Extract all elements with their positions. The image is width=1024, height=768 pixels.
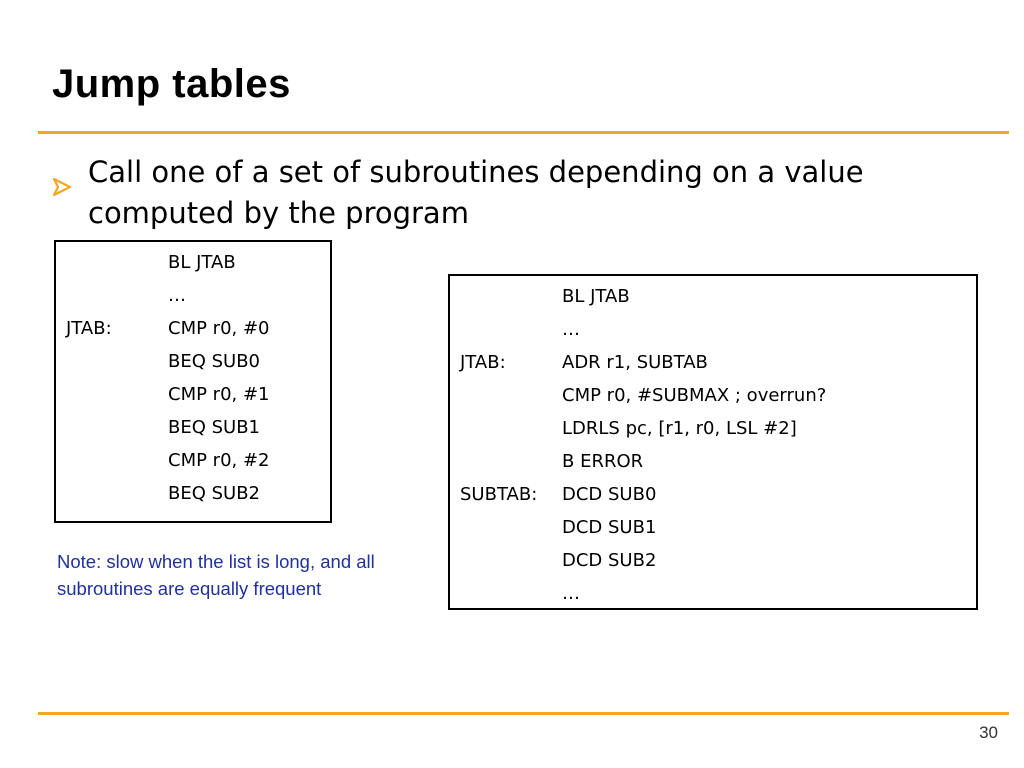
note-text: Note: slow when the list is long, and al… <box>57 551 375 599</box>
code-instruction: ADR r1, SUBTAB <box>562 352 708 373</box>
code-instruction: DCD SUB2 <box>562 550 657 571</box>
code-block-compare-chain: BL JTAB … JTAB: CMP r0, #0 BEQ SUB0 CMP r0, #… <box>54 240 332 523</box>
code-instruction: BEQ SUB1 <box>168 417 261 438</box>
code-instruction: DCD SUB0 <box>562 484 657 505</box>
code-instruction: BL JTAB <box>562 286 630 307</box>
code-instruction: … <box>168 285 186 306</box>
code-instruction: B ERROR <box>562 451 644 472</box>
code-instruction: CMP r0, #SUBMAX ; overrun? <box>562 385 827 406</box>
title-divider <box>38 131 1009 134</box>
code-block-jump-table: BL JTAB … JTAB: ADR r1, SUBTAB CMP r0, #SUBM… <box>448 274 978 610</box>
code-label: SUBTAB: <box>460 484 538 505</box>
footer-divider <box>38 712 1009 715</box>
code-instruction: BEQ SUB0 <box>168 351 261 372</box>
code-instruction: DCD SUB1 <box>562 517 657 538</box>
code-instruction: BEQ SUB2 <box>168 483 261 504</box>
code-instruction: BL JTAB <box>168 252 236 273</box>
page-number: 30 <box>979 723 998 742</box>
bullet-arrow-icon <box>52 166 72 207</box>
code-label: JTAB: <box>66 318 112 339</box>
bullet-text: Call one of a set of subroutines dependi… <box>88 155 864 230</box>
code-instruction: CMP r0, #0 <box>168 318 270 339</box>
code-instruction: CMP r0, #1 <box>168 384 270 405</box>
slide-title: Jump tables <box>52 62 291 106</box>
code-instruction: … <box>562 583 580 604</box>
code-instruction: CMP r0, #2 <box>168 450 270 471</box>
code-instruction: LDRLS pc, [r1, r0, LSL #2] <box>562 418 797 439</box>
bullet-point: Call one of a set of subroutines dependi… <box>52 152 952 234</box>
code-label: JTAB: <box>460 352 506 373</box>
code-instruction: … <box>562 319 580 340</box>
